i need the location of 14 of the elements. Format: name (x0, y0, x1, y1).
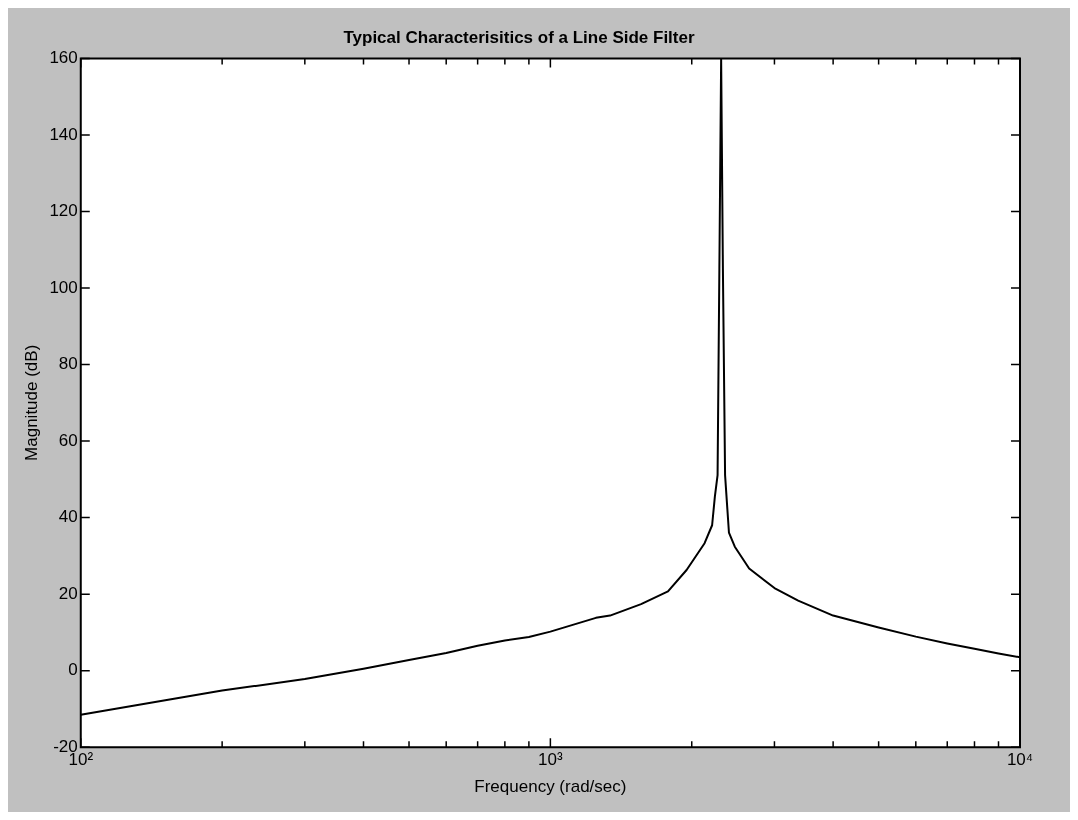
y-tick-label: 0 (68, 660, 78, 680)
y-tick-label: 100 (49, 277, 78, 297)
y-tick-label: 60 (58, 430, 78, 450)
x-tick-label: 10³ (538, 750, 563, 770)
y-axis-title: Magnitude (dB) (21, 344, 41, 461)
chart-title: Typical Characterisitics of a Line Side Filter (343, 27, 695, 47)
y-tick-label: 20 (58, 583, 78, 603)
y-tick-label: 80 (58, 354, 78, 374)
y-tick-label: 140 (49, 124, 78, 144)
y-tick-label: 120 (49, 201, 78, 221)
y-tick-label: 40 (58, 507, 78, 527)
y-tick-label: 160 (49, 48, 78, 68)
x-tick-label: 10⁴ (1006, 750, 1034, 770)
x-axis-title: Frequency (rad/sec) (474, 777, 627, 797)
